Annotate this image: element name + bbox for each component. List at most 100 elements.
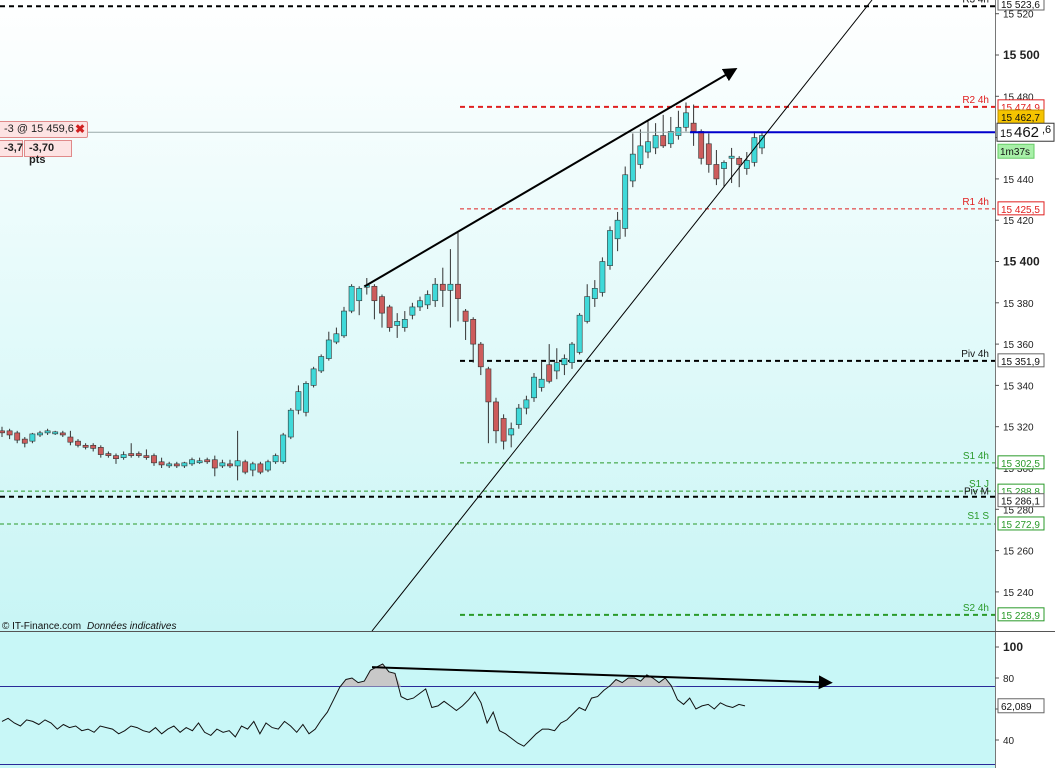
candle-body-89 — [675, 126, 682, 136]
candle-body-21 — [158, 461, 165, 466]
candle-body-74 — [561, 358, 568, 366]
level-name-7: S1 S — [967, 511, 989, 522]
level-name-3: Piv 4h — [961, 349, 989, 360]
candle-body-94 — [713, 164, 720, 180]
level-value-3: 15 351,9 — [1001, 357, 1040, 368]
candle-body-72 — [546, 364, 553, 382]
level-name-4: S1 4h — [963, 451, 989, 462]
candle-body-23 — [173, 463, 180, 467]
level-name-5: S1 J — [969, 479, 989, 490]
candle-body-51 — [386, 306, 393, 328]
candle-body-39 — [295, 391, 302, 411]
candle-body-26 — [196, 460, 203, 464]
level-name-2: R1 4h — [962, 197, 989, 208]
resistance-trend-arrow — [364, 68, 738, 288]
level-value-6: 15 286,1 — [1001, 497, 1040, 508]
candle-body-65 — [493, 401, 499, 432]
y-tick-label-10: 15 320 — [1003, 423, 1034, 434]
divergence-arrow — [371, 666, 833, 690]
candle-body-82 — [622, 174, 629, 229]
candle-body-85 — [645, 141, 651, 153]
y-tick-label-2: 15 480 — [1003, 92, 1034, 103]
price-panel-background — [0, 0, 995, 631]
candle-body-53 — [401, 319, 408, 328]
y-tick-label-5: 15 420 — [1003, 216, 1034, 227]
candle-body-93 — [705, 143, 712, 165]
candle-body-97 — [736, 157, 743, 165]
candle-body-20 — [151, 455, 157, 464]
credit-italic-text: Données indicatives — [87, 621, 177, 632]
candle-body-7 — [52, 431, 59, 435]
candle-body-81 — [614, 219, 621, 240]
candle-body-77 — [584, 296, 591, 322]
candle-body-62 — [470, 319, 477, 345]
candle-body-28 — [211, 459, 218, 469]
candle-body-73 — [553, 362, 560, 372]
ind-tick-label-0: 100 — [1003, 640, 1023, 654]
candle-body-71 — [538, 378, 545, 388]
candle-body-22 — [166, 463, 173, 467]
level-badge-6 — [997, 493, 1045, 508]
level-value-0: 15 523,6 — [1001, 0, 1040, 11]
order-pnl-points: -3,7 — [4, 142, 23, 154]
candle-body-34 — [257, 463, 264, 473]
close-x-icon[interactable]: ✖ — [75, 122, 86, 136]
candle-body-31 — [234, 460, 241, 467]
candle-body-1 — [6, 430, 13, 436]
oscillator-line — [1, 663, 746, 747]
candle-body-50 — [379, 296, 385, 314]
order-position-box[interactable]: -3 @ 15 459,6 ✖ — [0, 121, 88, 138]
ind-current-box — [997, 698, 1045, 714]
candle-body-4 — [29, 433, 36, 442]
candle-body-46 — [348, 285, 355, 312]
candle-body-14 — [105, 453, 112, 456]
candle-body-2 — [14, 432, 21, 441]
candle-body-25 — [189, 459, 195, 465]
candle-body-19 — [143, 455, 150, 458]
level-badge-0 — [997, 0, 1045, 11]
level-badge-2 — [997, 201, 1045, 216]
candle-body-75 — [569, 343, 575, 363]
candle-body-38 — [287, 409, 294, 438]
level-value-7: 15 272,9 — [1001, 520, 1040, 531]
order-pnl-pts-box: -3,70 pts — [24, 140, 72, 166]
y-tick-label-12: 15 280 — [1003, 505, 1034, 516]
credit-text: © IT-Finance.com — [2, 621, 81, 632]
candle-body-88 — [667, 131, 674, 145]
countdown-box — [997, 143, 1035, 159]
candle-body-0 — [0, 430, 5, 434]
candle-body-86 — [652, 135, 659, 149]
candle-body-79 — [599, 261, 606, 293]
y-tick-label-7: 15 380 — [1003, 299, 1034, 310]
y-tick-label-0: 15 520 — [1003, 10, 1034, 21]
candle-body-6 — [44, 430, 51, 434]
level-badge-7 — [997, 516, 1045, 531]
candle-body-40 — [303, 383, 309, 413]
candle-body-18 — [135, 453, 142, 456]
candle-body-83 — [629, 153, 636, 182]
candle-body-47 — [356, 288, 363, 302]
candle-body-91 — [690, 122, 697, 132]
candle-body-56 — [424, 294, 431, 306]
y-tick-label-6: 15 400 — [1003, 255, 1040, 269]
last-price-decimal: ,6 — [1042, 124, 1051, 136]
order-pnl-points-box: -3,7 — [0, 140, 23, 157]
candle-body-33 — [249, 463, 256, 471]
level-name-8: S2 4h — [963, 603, 989, 614]
candle-body-3 — [21, 438, 28, 444]
level-badge-3 — [997, 353, 1045, 368]
candle-body-35 — [265, 461, 271, 471]
candle-body-29 — [219, 462, 226, 467]
candle-body-92 — [698, 131, 705, 159]
candle-body-17 — [128, 453, 135, 456]
y-tick-label-14: 15 240 — [1003, 588, 1034, 599]
candle-body-44 — [333, 333, 340, 343]
overbought-shading — [2, 664, 745, 687]
candle-body-58 — [439, 283, 446, 291]
ind-tick-label-3: 40 — [1003, 736, 1015, 747]
candle-body-27 — [204, 459, 211, 463]
candle-body-59 — [447, 283, 454, 291]
level-badge-4 — [997, 455, 1045, 470]
